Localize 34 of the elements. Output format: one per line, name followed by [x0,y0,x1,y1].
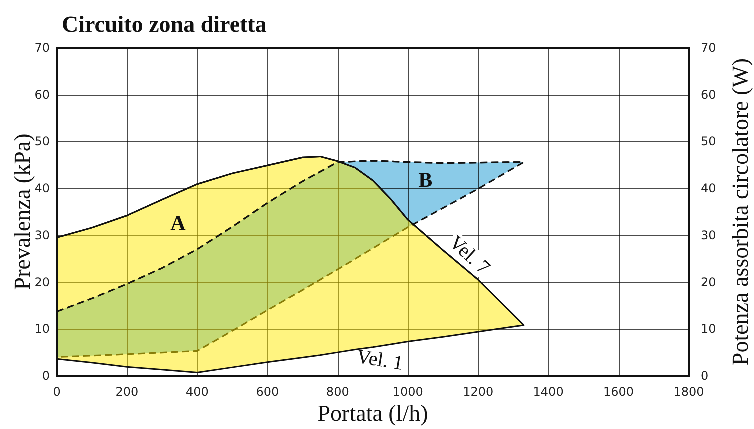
annotation: Vel. 1 [355,346,405,375]
y2-tick-label: 0 [701,369,709,383]
y-tick-label: 30 [34,228,50,242]
y-axis-title: Prevalenza (kPa) [10,134,35,290]
y2-tick-label: 70 [701,41,716,55]
y2-tick-label: 20 [701,275,716,290]
y2-tick-label: 60 [701,88,716,102]
x-tick-label: 1200 [463,385,494,399]
x-tick-label: 1600 [604,385,634,399]
series-label: B [418,168,433,192]
y-tick-label: 40 [34,182,50,196]
x-tick-label: 800 [326,385,350,399]
y-tick-label: 20 [34,275,50,290]
annotation: Vel. 7 [444,232,494,280]
chart-title: Circuito zona diretta [62,12,268,37]
x-tick-label: 1400 [533,385,564,399]
x-tick-label: 600 [256,385,280,399]
x-tick-label: 1800 [674,385,704,399]
y-tick-label: 70 [34,41,50,55]
y-tick-label: 10 [34,322,50,336]
y-tick-label: 60 [34,88,50,102]
x-tick-label: 1000 [392,385,424,399]
x-tick-label: 0 [53,385,61,399]
y2-tick-label: 40 [701,182,716,196]
y2-tick-label: 10 [701,322,716,336]
x-tick-label: 200 [116,385,139,399]
y-tick-label: 0 [42,369,50,383]
y2-tick-label: 50 [701,134,716,149]
y-tick-label: 50 [34,134,50,149]
x-axis-title: Portata (l/h) [318,401,428,426]
y2-tick-label: 30 [701,228,716,242]
x-tick-label: 400 [186,385,209,399]
y2-axis-title: Potenza assorbita circolatore (W) [728,58,753,366]
series-label: A [170,211,187,236]
